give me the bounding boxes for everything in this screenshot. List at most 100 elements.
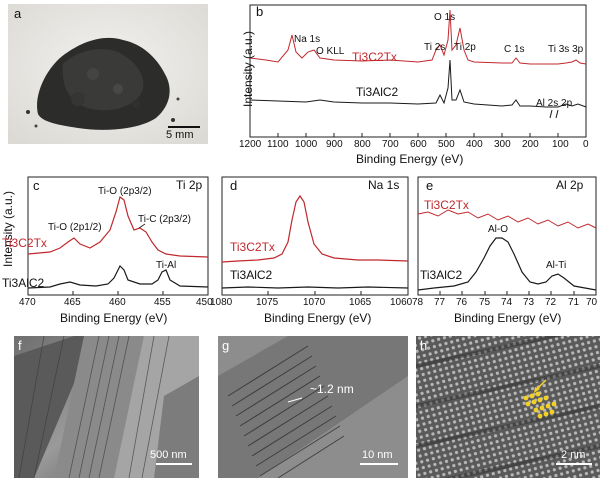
survey-xtick: 800	[354, 139, 371, 150]
survey-xtick: 500	[438, 139, 455, 150]
scalebar-h: 2 nm	[561, 449, 586, 461]
na1s-ti3alc2-line	[221, 286, 409, 289]
hrtem-image	[415, 324, 600, 483]
al2p-arrow	[555, 109, 559, 119]
ti2p-xtick: 465	[64, 297, 81, 308]
al2p-xtick: 74	[501, 297, 513, 308]
al2p-xtick: 73	[523, 297, 535, 308]
survey-xtick: 1100	[267, 139, 289, 150]
peak-ti2s: Ti 2s	[424, 42, 446, 53]
al2p-chart	[417, 176, 597, 296]
na1s-xlabel: Binding Energy (eV)	[264, 311, 372, 325]
ti2p-xlabel: Binding Energy (eV)	[60, 311, 168, 325]
panel-label-d: d	[230, 178, 238, 193]
ti2p-ti3alc2-line	[27, 264, 209, 289]
survey-xlabel: Binding Energy (eV)	[356, 152, 464, 166]
ti2p-xtick: 470	[19, 297, 36, 308]
tem-spacing-annotation: ~1.2 nm	[310, 382, 354, 396]
na1s-series-top: Ti3C2Tx	[230, 240, 275, 254]
survey-xtick: 700	[382, 139, 399, 150]
scalebar-f: 500 nm	[150, 449, 187, 461]
ti2p-xtick: 455	[154, 297, 171, 308]
na1s-series-bottom: Ti3AlC2	[230, 268, 273, 282]
ti2p-series-top: Ti3C2Tx	[2, 236, 47, 250]
survey-frame	[249, 4, 587, 138]
panel-label-g: g	[222, 338, 230, 353]
ti2p-xticks	[27, 291, 209, 295]
al2p-xtick: 76	[456, 297, 468, 308]
panel-label-a: a	[14, 6, 22, 21]
survey-xtick: 400	[466, 139, 483, 150]
survey-xtick: 1000	[295, 139, 318, 150]
panel-f-sem: f 500 nm	[14, 335, 199, 479]
ti2p-xtick: 450	[196, 297, 213, 308]
ann-tio-2p32: Ti-O (2p3/2)	[98, 186, 152, 197]
scalebar-a: 5 mm	[166, 129, 194, 141]
survey-ti3alc2-line	[249, 59, 587, 108]
peak-ti3s3p: Ti 3s 3p	[548, 44, 584, 55]
ti2p-xtick: 460	[109, 297, 126, 308]
ann-tial: Ti-Al	[156, 260, 177, 271]
al2p-xtick: 75	[479, 297, 491, 308]
al2s-arrow	[549, 109, 553, 119]
al2p-xtick: 77	[434, 297, 446, 308]
al2p-xtick: 78	[412, 297, 424, 308]
na1s-xtick: 1070	[303, 297, 326, 308]
panel-c: c Ti 2p Intensity (a.u.) 470 465 460 455…	[0, 172, 213, 332]
ann-alti: Al-Ti	[546, 260, 567, 271]
ann-alo: Al-O	[488, 224, 508, 235]
peak-o1s: O 1s	[434, 12, 456, 23]
survey-series-bottom: Ti3AlC2	[356, 85, 399, 99]
panel-d-title: Na 1s	[368, 178, 400, 192]
al2p-xticks	[417, 291, 597, 295]
survey-series-top: Ti3C2Tx	[352, 50, 397, 64]
panel-g-tem: g ~1.2 nm 10 nm	[218, 336, 408, 479]
panel-e-title: Al 2p	[556, 178, 584, 192]
na1s-chart	[221, 176, 409, 296]
panel-c-title: Ti 2p	[176, 178, 203, 192]
ann-tio-2p12: Ti-O (2p1/2)	[48, 222, 102, 233]
panel-label-e: e	[426, 178, 434, 193]
al2p-ti3alc2-line	[417, 237, 597, 291]
survey-xtick: 200	[522, 139, 539, 150]
survey-chart	[249, 4, 587, 138]
atom-overlay	[523, 391, 557, 419]
na1s-xtick: 1065	[349, 297, 372, 308]
panel-label-f: f	[18, 338, 22, 353]
survey-xtick: 100	[552, 139, 569, 150]
tem-image	[218, 336, 408, 479]
al2p-series-top: Ti3C2Tx	[424, 198, 469, 212]
na1s-xtick: 1080	[210, 297, 233, 308]
panel-b: b Intensity (a.u.) 1200 1100	[236, 0, 600, 170]
ann-tic-2p32: Ti-C (2p3/2)	[138, 214, 191, 225]
peak-c1s: C 1s	[504, 44, 525, 55]
ti2p-chart	[27, 176, 209, 296]
survey-xtick: 300	[494, 139, 511, 150]
panel-a-photo: a 5 mm	[8, 4, 208, 144]
peak-ti2p: Ti 2p	[454, 42, 476, 53]
na1s-xtick: 1060	[390, 297, 413, 308]
survey-xtick: 1200	[239, 139, 262, 150]
panel-label-b: b	[256, 4, 264, 19]
survey-ti3c2tx-line	[249, 9, 587, 65]
ti2p-ylabel: Intensity (a.u.)	[1, 190, 15, 268]
al2p-xtick: 71	[568, 297, 580, 308]
survey-ylabel: Intensity (a.u.)	[241, 30, 255, 108]
panel-label-c: c	[33, 178, 40, 193]
panel-d: d Na 1s 1080 1075 1070 1065 1060 Binding…	[210, 172, 413, 332]
peak-na1s: Na 1s	[294, 34, 321, 45]
scalebar-g: 10 nm	[362, 449, 393, 461]
al2p-xtick: 70	[586, 297, 598, 308]
na1s-xticks	[221, 291, 409, 295]
al2p-ti3c2tx-line	[417, 209, 597, 229]
ti2p-series-bottom: Ti3AlC2	[2, 276, 45, 290]
al2p-xtick: 72	[545, 297, 557, 308]
survey-xticks	[249, 133, 587, 137]
survey-xtick: 600	[410, 139, 427, 150]
ti2p-ti3c2tx-line	[27, 195, 209, 258]
al2p-xlabel: Binding Energy (eV)	[454, 311, 562, 325]
survey-xtick: 900	[326, 139, 343, 150]
na1s-ti3c2tx-line	[221, 194, 409, 263]
peak-al2s2p: Al 2s 2p	[536, 98, 573, 109]
al2p-series-bottom: Ti3AlC2	[420, 268, 463, 282]
